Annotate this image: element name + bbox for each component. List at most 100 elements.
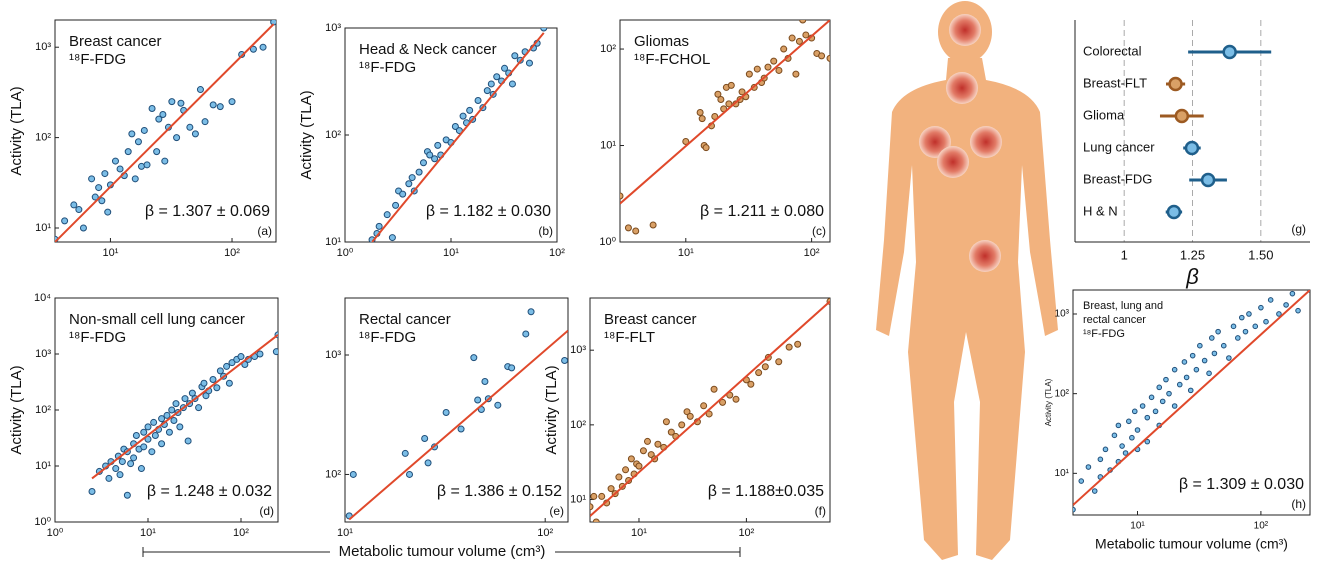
data-point (408, 174, 416, 182)
data-point (134, 138, 142, 146)
data-point (493, 73, 501, 81)
data-point (434, 141, 442, 149)
data-point (775, 358, 783, 366)
data-point (259, 43, 267, 51)
data-point (442, 409, 450, 417)
data-point (213, 384, 221, 392)
data-point (1156, 384, 1163, 391)
annotation: ¹⁸F-FCHOL (634, 51, 710, 68)
y-tick-label: 10² (1055, 388, 1070, 399)
data-point (181, 395, 189, 403)
data-point (143, 161, 151, 169)
panel-letter: (a) (257, 224, 272, 238)
data-point (151, 432, 159, 440)
data-point (481, 378, 489, 386)
data-point (719, 398, 727, 406)
data-point (158, 440, 166, 448)
data-point (1187, 387, 1194, 394)
data-point (592, 518, 600, 522)
row-label: Breast-FDG (1083, 171, 1152, 186)
data-point (620, 192, 624, 200)
y-tick-label: 10⁴ (34, 292, 51, 304)
data-point (745, 70, 753, 78)
data-point (654, 440, 662, 448)
fit-line (1073, 290, 1310, 506)
data-point (415, 168, 423, 176)
fit-line (55, 23, 275, 242)
tumour (949, 14, 981, 46)
beta-value: β = 1.182 ± 0.030 (426, 203, 551, 220)
data-point (172, 400, 180, 408)
y-tick-label: 10¹ (325, 236, 341, 248)
annotation: ¹⁸F-FLT (604, 329, 655, 346)
data-point (176, 423, 184, 431)
y-tick-label: 10² (570, 419, 586, 431)
torso (876, 58, 1058, 560)
x-tick-label: 1 (1121, 247, 1128, 262)
data-point (1144, 438, 1151, 445)
data-point (1085, 464, 1092, 470)
panel: 10¹ 10² 10¹ 10² 10³ Breast, lung and rectal ca… (1044, 289, 1311, 552)
data-point (61, 217, 69, 225)
data-point (705, 410, 713, 418)
y-axis-label: Activity (TLA) (8, 86, 25, 175)
panel: 1 1.25 1.50 Colorectal Breast-FLT Glioma Lung … (1074, 20, 1310, 289)
data-point (1230, 323, 1237, 330)
x-tick-label: 10⁰ (47, 527, 64, 539)
data-point (826, 54, 830, 62)
points (55, 20, 276, 242)
data-point (700, 402, 708, 410)
y-tick-label: 10² (35, 404, 51, 416)
x-tick-label: 10² (1254, 521, 1269, 532)
data-point (1097, 456, 1104, 463)
shared-x-axis: Metabolic tumour volume (cm³) (142, 543, 741, 560)
data-point (474, 396, 482, 404)
x-axis-label: Metabolic tumour volume (cm³) (339, 543, 546, 560)
tumour (969, 240, 1001, 272)
data-point (177, 99, 185, 107)
data-point (1163, 376, 1169, 383)
data-point (1131, 408, 1138, 415)
data-point (794, 340, 802, 348)
data-point (698, 115, 706, 123)
estimate-point (1200, 172, 1216, 188)
data-point (635, 462, 643, 470)
data-point (349, 470, 357, 478)
data-point (474, 97, 482, 105)
data-point (1144, 414, 1151, 421)
data-point (1267, 297, 1274, 303)
data-point (118, 458, 126, 466)
data-point (753, 65, 761, 73)
y-axis-label: Activity (TLA) (298, 90, 315, 179)
beta-value: β = 1.248 ± 0.032 (147, 483, 272, 500)
data-point (639, 447, 647, 455)
data-point (788, 34, 796, 42)
row-label: Glioma (1083, 107, 1125, 122)
panel-letter: (d) (259, 504, 274, 518)
y-tick-label: 10³ (35, 348, 51, 360)
data-point (1276, 311, 1282, 317)
data-point (195, 404, 203, 412)
x-tick-label: 10⁰ (337, 247, 354, 259)
data-point (124, 148, 132, 156)
points (368, 28, 548, 242)
data-point (561, 356, 568, 364)
y-tick-label: 10² (35, 132, 51, 144)
data-point (522, 330, 530, 338)
data-point (1209, 335, 1215, 341)
data-point (1289, 290, 1296, 297)
x-tick-label: 10² (549, 247, 565, 259)
data-point (1238, 314, 1245, 321)
data-point (168, 406, 176, 414)
data-point (764, 63, 772, 71)
x-tick-label: 10¹ (102, 247, 118, 259)
data-point (401, 449, 409, 457)
data-point (1159, 398, 1166, 405)
data-point (732, 395, 740, 403)
x-tick-label: 10¹ (337, 527, 353, 539)
data-point (116, 165, 124, 173)
x-axis-label: β (1185, 264, 1199, 289)
data-point (1226, 355, 1232, 361)
